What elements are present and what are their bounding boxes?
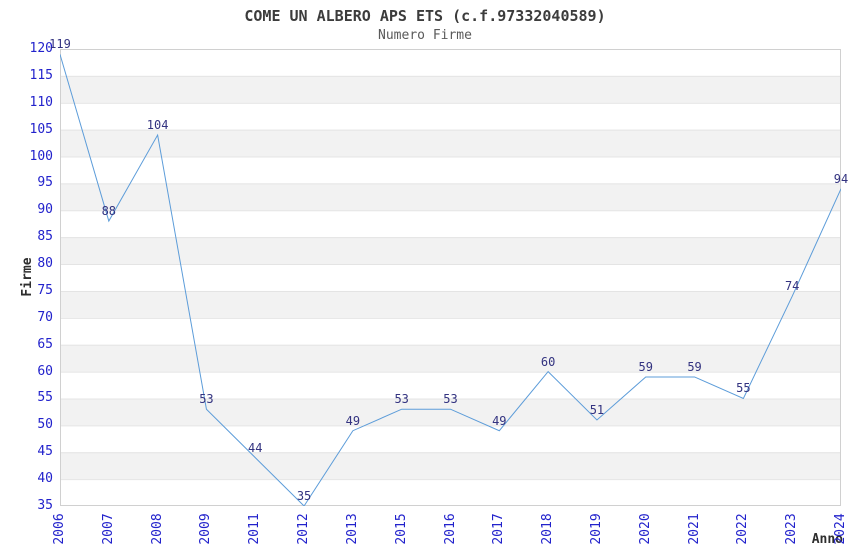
- plot-band: [60, 344, 841, 372]
- data-label: 119: [49, 37, 71, 52]
- y-tick-label: 115: [29, 67, 53, 83]
- data-label: 74: [784, 279, 800, 294]
- plot-band: [60, 237, 841, 265]
- x-tick-label: 2020: [637, 513, 653, 545]
- x-tick-label: 2018: [540, 513, 556, 545]
- x-tick-label: 2009: [198, 513, 214, 545]
- plot-border: [60, 49, 841, 506]
- x-tick-label: 2024: [833, 513, 848, 545]
- x-tick-label: 2021: [686, 513, 702, 545]
- x-tick-label: 2022: [735, 513, 751, 545]
- y-tick-label: 75: [37, 282, 53, 298]
- data-label: 53: [394, 392, 409, 407]
- x-tick-label: 2011: [247, 513, 263, 545]
- y-tick-label: 95: [37, 175, 53, 191]
- x-tick-label: 2012: [296, 513, 312, 545]
- y-tick-label: 80: [37, 256, 53, 272]
- x-tick-label: 2015: [393, 513, 409, 545]
- x-tick-label: 2013: [344, 513, 360, 545]
- data-label: 94: [833, 171, 849, 186]
- x-tick-label: 2023: [784, 513, 800, 545]
- plot-band: [60, 398, 841, 426]
- data-label: 53: [443, 392, 458, 407]
- data-label: 49: [345, 413, 361, 428]
- y-tick-label: 65: [37, 336, 53, 352]
- x-tick-label: 2017: [491, 513, 507, 545]
- x-axis-title: Anno: [811, 532, 843, 547]
- x-tick-label: 2019: [588, 513, 604, 545]
- x-tick-label: 2008: [149, 513, 165, 545]
- data-label: 53: [199, 392, 214, 407]
- y-tick-label: 40: [37, 471, 53, 487]
- plot-band: [60, 129, 841, 157]
- x-tick-label: 2007: [100, 513, 116, 545]
- data-label: 60: [540, 354, 556, 369]
- y-tick-label: 55: [37, 390, 53, 406]
- y-tick-label: 35: [37, 498, 53, 513]
- data-label: 88: [101, 204, 117, 219]
- plot-band: [60, 452, 841, 480]
- series-line: [60, 54, 841, 506]
- y-tick-label: 90: [37, 202, 53, 218]
- y-tick-label: 120: [29, 41, 53, 56]
- data-label: 51: [589, 402, 605, 417]
- data-label: 44: [248, 440, 263, 455]
- chart-subtitle: Numero Firme: [378, 28, 472, 43]
- y-tick-label: 100: [29, 148, 53, 164]
- y-tick-label: 85: [37, 229, 53, 245]
- data-label: 104: [146, 118, 169, 133]
- data-label: 35: [296, 489, 312, 503]
- plot-band: [60, 290, 841, 318]
- y-tick-label: 60: [37, 363, 53, 379]
- data-label: 49: [492, 413, 507, 428]
- plot-band: [60, 75, 841, 103]
- plot-area: [60, 49, 841, 506]
- x-tick-label: 2016: [442, 513, 458, 545]
- data-label: 59: [687, 359, 702, 374]
- plot-band: [60, 183, 841, 211]
- y-tick-label: 105: [29, 121, 53, 137]
- chart-title: COME UN ALBERO APS ETS (c.f.97332040589): [244, 7, 606, 25]
- y-tick-label: 70: [37, 309, 53, 325]
- y-tick-label: 110: [29, 94, 53, 110]
- y-tick-label: 45: [37, 444, 53, 460]
- y-tick-label: 50: [37, 417, 53, 433]
- data-label: 55: [736, 381, 751, 396]
- data-label: 59: [638, 359, 653, 374]
- x-tick-label: 2006: [52, 513, 67, 545]
